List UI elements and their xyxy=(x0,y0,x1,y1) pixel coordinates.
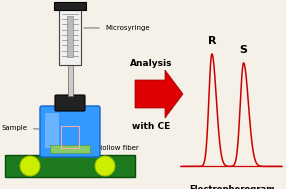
FancyBboxPatch shape xyxy=(40,106,100,157)
Text: with CE: with CE xyxy=(132,122,170,131)
FancyBboxPatch shape xyxy=(45,113,59,148)
Circle shape xyxy=(95,156,115,176)
FancyBboxPatch shape xyxy=(54,2,86,10)
Text: S: S xyxy=(240,45,248,55)
FancyBboxPatch shape xyxy=(5,155,135,177)
FancyBboxPatch shape xyxy=(59,8,81,65)
Text: Electropherogram: Electropherogram xyxy=(189,185,275,189)
FancyBboxPatch shape xyxy=(55,95,85,111)
Text: Microsyringe: Microsyringe xyxy=(84,25,150,31)
Circle shape xyxy=(20,156,40,176)
Text: Hollow fiber: Hollow fiber xyxy=(93,143,139,151)
Text: Sample: Sample xyxy=(2,125,39,131)
FancyBboxPatch shape xyxy=(67,55,72,96)
Text: R: R xyxy=(208,36,216,46)
Text: Analysis: Analysis xyxy=(130,59,172,68)
FancyBboxPatch shape xyxy=(67,16,73,57)
FancyBboxPatch shape xyxy=(50,145,90,153)
Polygon shape xyxy=(135,70,183,118)
